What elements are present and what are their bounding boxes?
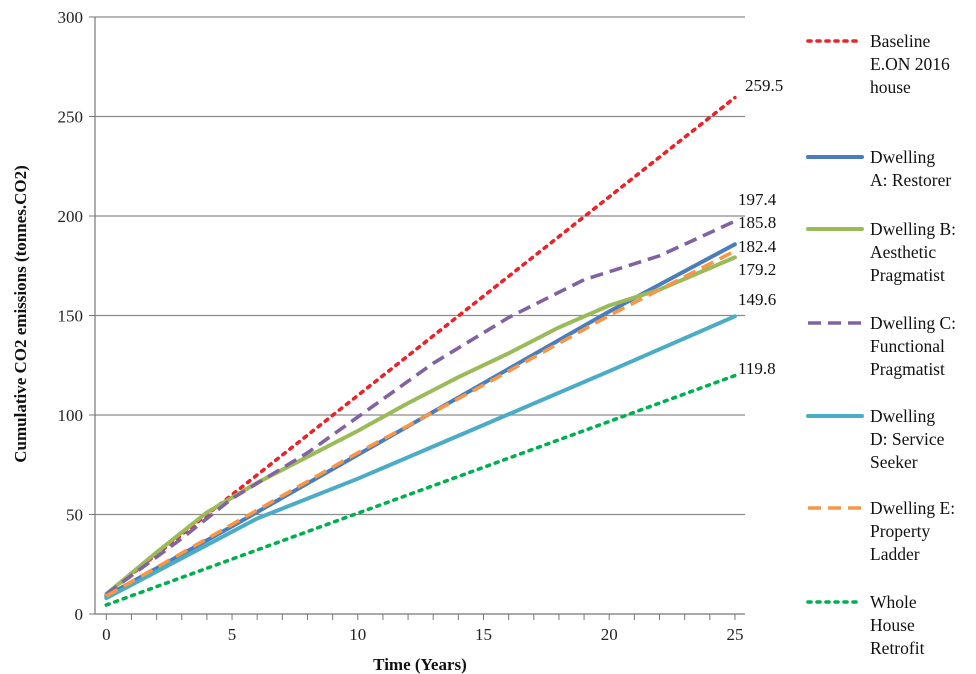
legend-label: Baseline	[870, 31, 930, 51]
end-value-labels: 259.5 185.8 179.2 197.4 149.6 182.4 119.8	[738, 76, 783, 378]
end-value-label: 185.8	[738, 213, 776, 232]
series-line-7	[104, 373, 737, 607]
x-tick-label: 0	[102, 625, 111, 644]
end-value-label: 182.4	[738, 237, 777, 256]
x-tick-label: 10	[349, 625, 366, 644]
x-tick-label: 15	[475, 625, 492, 644]
legend-label: Dwelling	[870, 147, 935, 167]
legend-label: Property	[870, 521, 931, 541]
x-axis-title: Time (Years)	[373, 655, 467, 674]
series-line-5	[104, 314, 737, 601]
legend-label: Pragmatist	[870, 359, 945, 379]
legend-label: Pragmatist	[870, 265, 945, 285]
legend-label: Dwelling C:	[870, 313, 956, 333]
series-line-3	[104, 255, 737, 597]
legend-label: Dwelling	[870, 406, 935, 426]
x-tick-label: 20	[601, 625, 618, 644]
gridlines	[95, 16, 745, 516]
legend-label: D: Service	[870, 429, 945, 449]
legend-label: Aesthetic	[870, 242, 936, 262]
end-value-label: 197.4	[738, 190, 777, 209]
legend-label: Whole	[870, 592, 917, 612]
end-value-label: 259.5	[745, 76, 783, 95]
x-tick-label: 25	[726, 625, 743, 644]
series-lines	[104, 95, 737, 607]
y-tick-label: 300	[58, 8, 84, 27]
legend-label: Retrofit	[870, 638, 925, 658]
legend-label: E.ON 2016	[870, 54, 950, 74]
legend-label: Ladder	[870, 544, 920, 564]
end-value-label: 149.6	[738, 290, 776, 309]
end-value-label: 119.8	[738, 359, 776, 378]
axes: 0 50 100 150 200 250 300 0 5 10 15 20 25	[58, 8, 745, 644]
y-tick-label: 0	[75, 605, 84, 624]
legend-label: House	[870, 615, 915, 635]
y-tick-label: 150	[58, 307, 84, 326]
y-tick-label: 250	[58, 108, 84, 127]
legend: Baseline E.ON 2016 house Dwelling A: Restore…	[806, 31, 956, 658]
y-tick-label: 100	[58, 406, 84, 425]
legend-label: house	[870, 77, 911, 97]
series-line-6	[105, 249, 736, 598]
end-value-label: 179.2	[738, 260, 776, 279]
legend-label: Functional	[870, 336, 945, 356]
legend-label: Dwelling B:	[870, 219, 956, 239]
x-tick-label: 5	[228, 625, 237, 644]
legend-label: A: Restorer	[870, 170, 951, 190]
series-line-4	[105, 219, 736, 596]
y-axis-title: Cumulative CO2 emissions (tonnes.CO2)	[11, 165, 30, 463]
y-tick-label: 50	[66, 506, 83, 525]
legend-label: Dwelling E:	[870, 498, 955, 518]
y-tick-label: 200	[58, 207, 84, 226]
legend-label: Seeker	[870, 452, 918, 472]
